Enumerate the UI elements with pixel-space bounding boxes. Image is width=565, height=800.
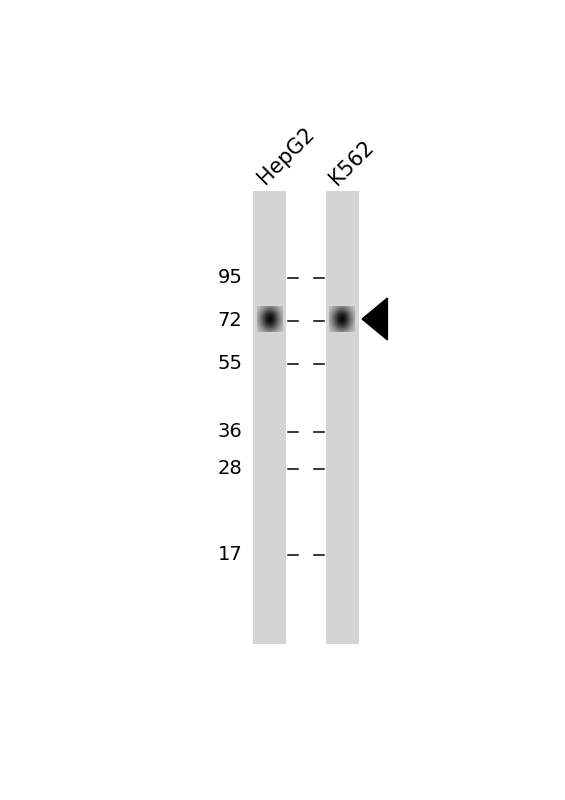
Polygon shape (362, 298, 388, 340)
Text: 95: 95 (218, 268, 242, 287)
Text: HepG2: HepG2 (254, 124, 318, 188)
Text: K562: K562 (326, 137, 378, 188)
Text: 17: 17 (218, 546, 242, 565)
Bar (254, 191, 286, 644)
Bar (325, 191, 359, 644)
Text: 55: 55 (218, 354, 242, 374)
Text: 72: 72 (218, 311, 242, 330)
Text: 28: 28 (218, 459, 242, 478)
Text: 36: 36 (218, 422, 242, 442)
